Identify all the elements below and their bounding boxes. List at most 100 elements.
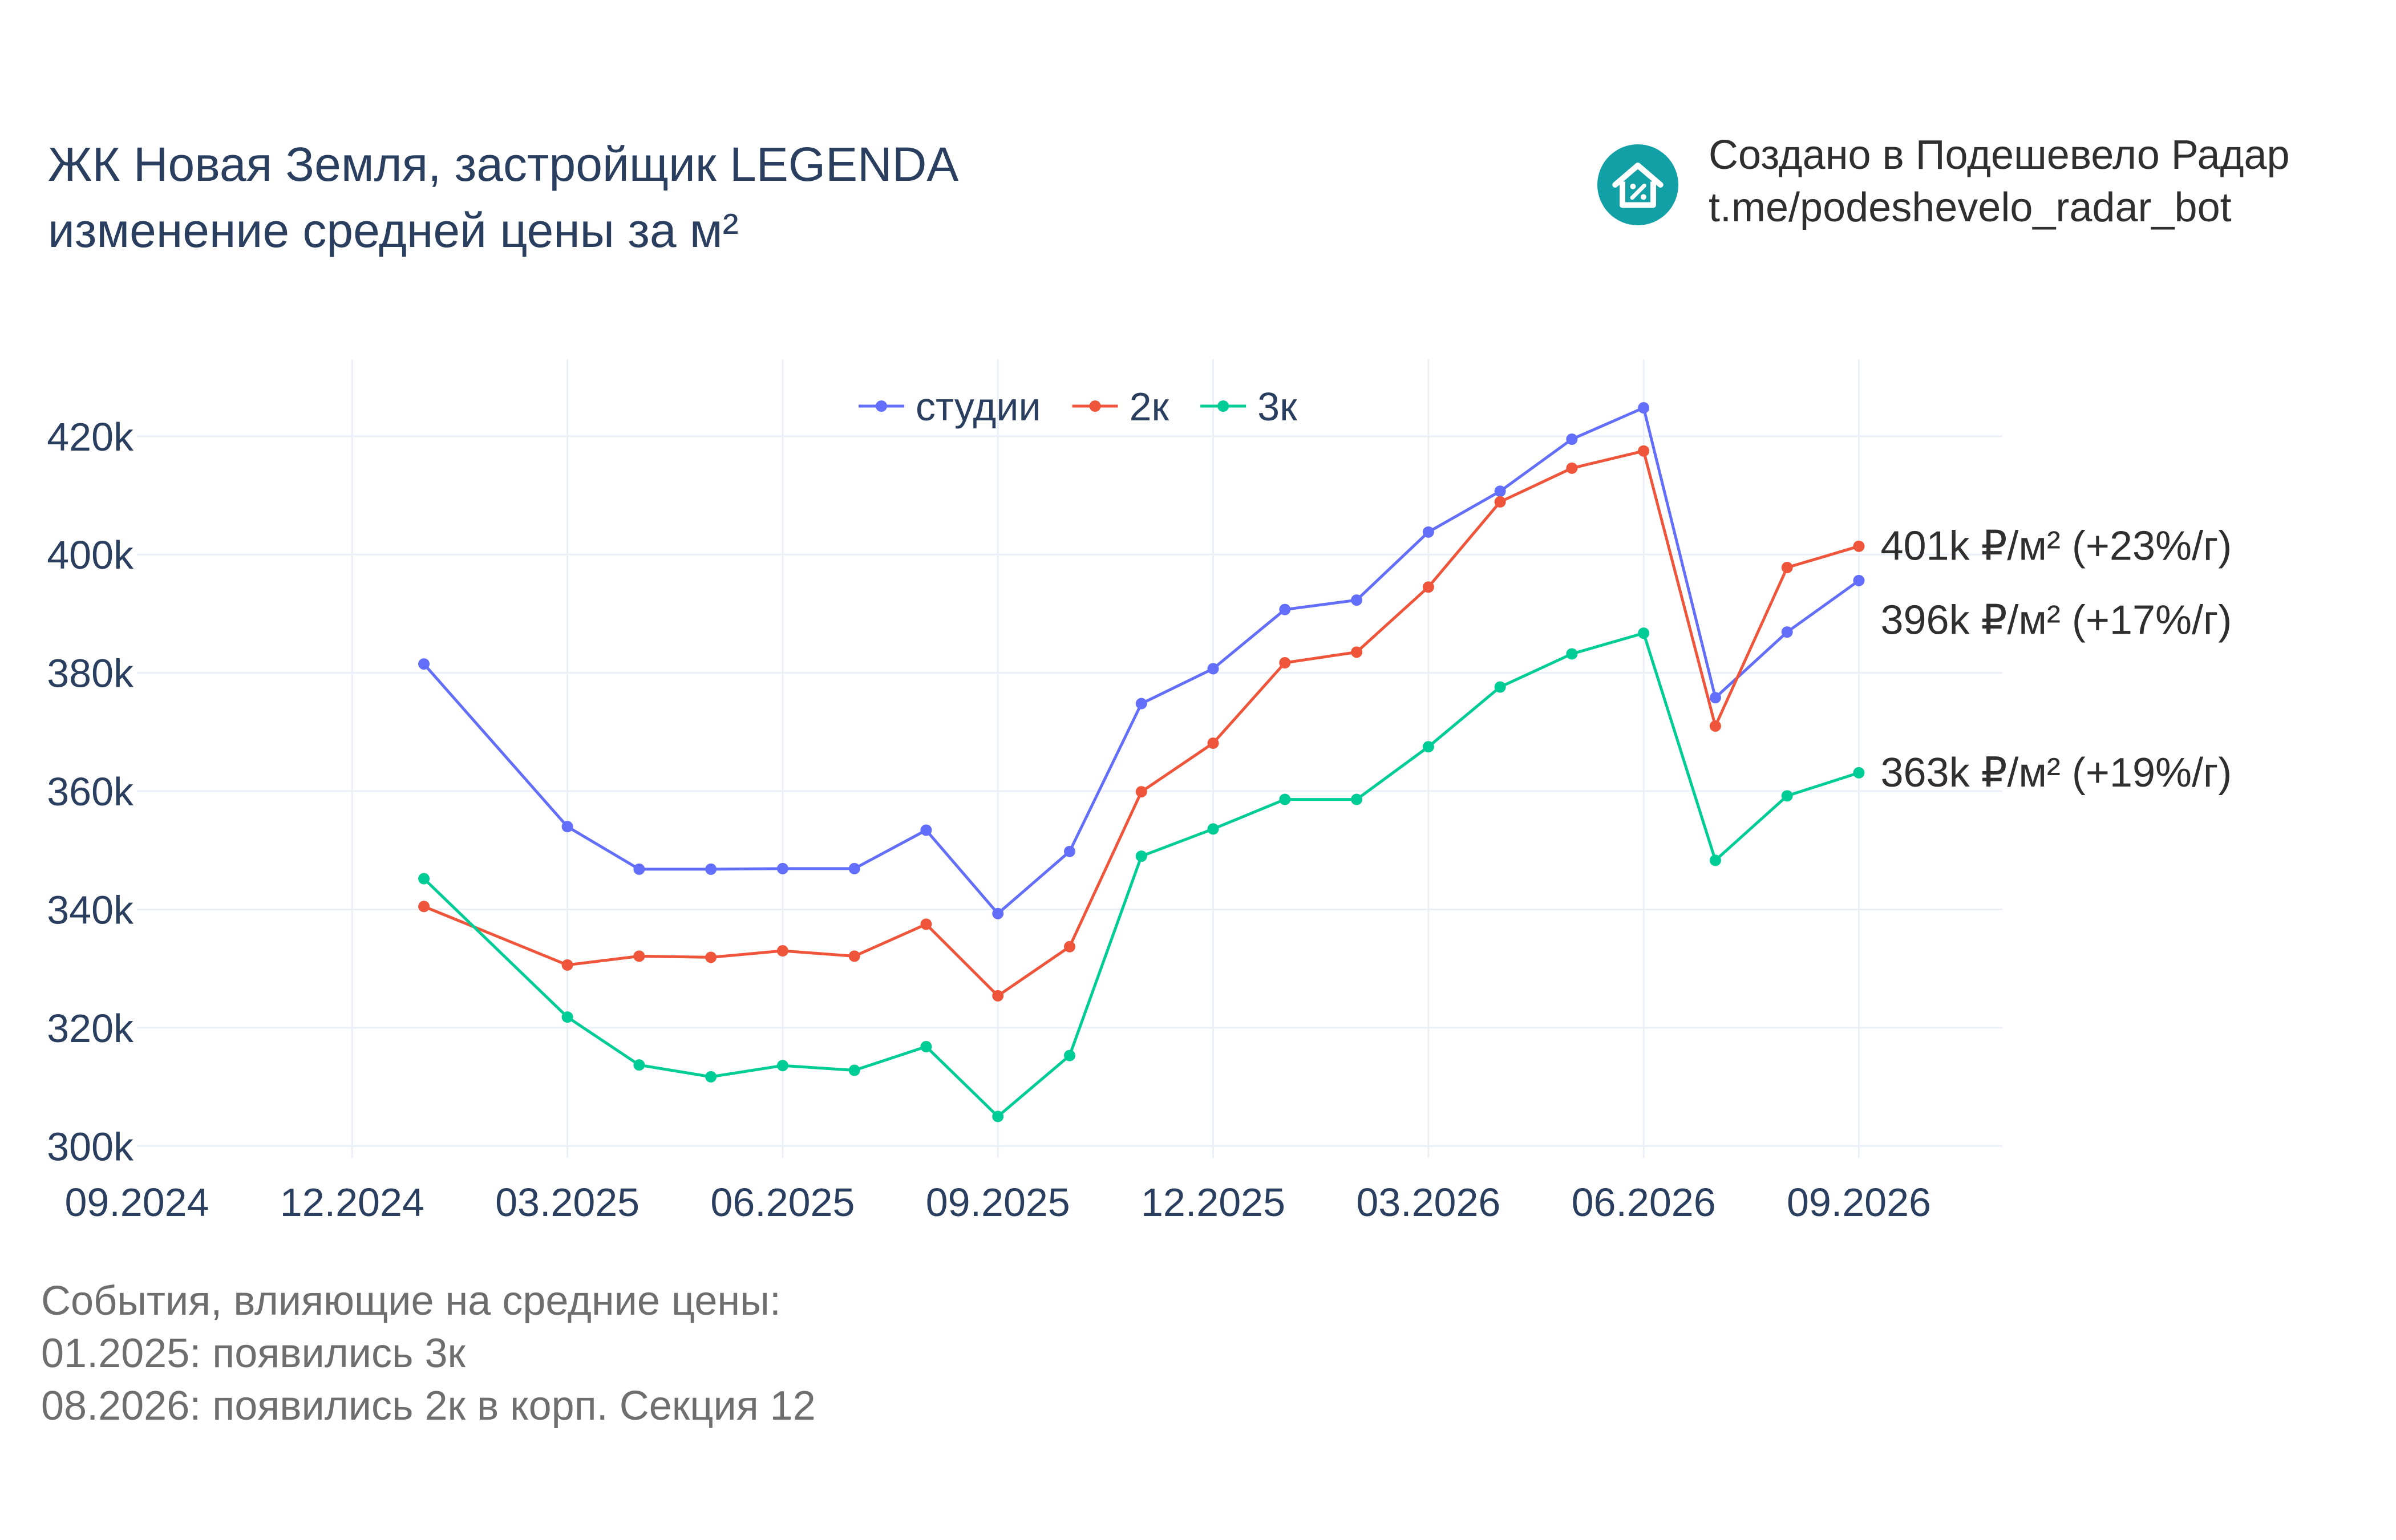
data-point	[1853, 767, 1865, 779]
data-point	[1422, 741, 1434, 753]
data-point	[1566, 462, 1578, 474]
data-point	[705, 863, 717, 875]
data-point	[1279, 793, 1291, 805]
data-point	[561, 821, 573, 833]
data-point	[1709, 720, 1721, 732]
data-point	[1638, 627, 1650, 639]
data-point	[1781, 790, 1793, 802]
end-labels: 396k ₽/м² (+17%/г) 401k ₽/м² (+23%/г) 363k…	[1880, 524, 2232, 796]
data-point	[1279, 657, 1291, 668]
data-point	[992, 1111, 1004, 1122]
data-point	[705, 1071, 717, 1083]
x-tick-label: 09.2024	[64, 1180, 209, 1225]
data-point	[418, 658, 430, 670]
data-point	[1207, 823, 1219, 835]
series-1	[418, 402, 1865, 919]
data-point	[705, 951, 717, 963]
data-point	[418, 901, 430, 913]
title-line-1: ЖК Новая Земля, застройщик LEGENDA	[48, 137, 959, 191]
series-line	[423, 449, 1860, 998]
data-point	[1566, 648, 1578, 660]
title-line-2: изменение средней цены за м²	[48, 204, 739, 257]
data-point	[848, 862, 860, 874]
data-point	[1207, 663, 1219, 675]
x-tick-label: 12.2025	[1141, 1180, 1285, 1225]
legend-marker	[1089, 400, 1101, 412]
data-point	[1351, 646, 1363, 658]
data-point	[1566, 433, 1578, 445]
series-layer	[418, 402, 1865, 1122]
chart-title: ЖК Новая Земля, застройщик LEGENDA измен…	[48, 131, 958, 264]
y-tick-label: 300k	[47, 1124, 134, 1169]
legend-label: 2к	[1130, 384, 1169, 429]
legend: студии 2к 3к	[859, 384, 1297, 429]
data-point	[1135, 786, 1147, 798]
data-point	[633, 1059, 645, 1071]
data-point	[1351, 594, 1363, 606]
data-point	[920, 1041, 932, 1053]
data-point	[1207, 737, 1219, 749]
legend-item: студии	[859, 384, 1041, 429]
legend-label: 3к	[1257, 384, 1297, 429]
data-point	[776, 945, 788, 957]
brand-link[interactable]: t.me/podeshevelo_radar_bot	[1709, 185, 2232, 230]
data-point	[1494, 496, 1506, 508]
x-tick-label: 06.2026	[1572, 1180, 1716, 1225]
x-tick-label: 03.2025	[495, 1180, 640, 1225]
y-tick-label: 400k	[47, 533, 134, 577]
x-tick-label: 09.2026	[1787, 1180, 1931, 1225]
y-tick-label: 340k	[47, 887, 134, 932]
data-point	[1853, 574, 1865, 586]
series-line	[423, 631, 1860, 1118]
y-tick-label: 320k	[47, 1006, 134, 1051]
data-point	[1494, 681, 1506, 693]
legend-label: студии	[916, 384, 1041, 429]
brand-credit: Создано в Подешевело Радар t.me/podeshev…	[1709, 129, 2290, 234]
series-end-label: 401k ₽/м² (+23%/г)	[1880, 524, 2232, 569]
data-point	[920, 918, 932, 930]
x-tick-label: 03.2026	[1356, 1180, 1500, 1225]
data-point	[633, 863, 645, 875]
data-point	[1781, 626, 1793, 638]
series-3	[418, 627, 1865, 1122]
y-tick-label: 420k	[47, 415, 134, 459]
house-percent-icon	[1597, 144, 1678, 225]
data-point	[776, 862, 788, 874]
data-point	[1853, 540, 1865, 552]
grid-lines	[137, 359, 2002, 1158]
series-end-label: 396k ₽/м² (+17%/г)	[1880, 598, 2232, 643]
data-point	[992, 990, 1004, 1002]
data-point	[1422, 526, 1434, 538]
data-point	[418, 873, 430, 885]
data-point	[1638, 402, 1650, 414]
data-point	[1064, 1049, 1075, 1061]
x-tick-label: 12.2024	[280, 1180, 424, 1225]
legend-marker	[876, 400, 887, 412]
legend-item: 3к	[1200, 384, 1297, 429]
data-point	[1135, 850, 1147, 862]
y-axis: 300k 320k 340k 360k 380k 400k 420k	[47, 415, 134, 1169]
data-point	[1709, 692, 1721, 704]
data-point	[848, 1064, 860, 1076]
data-point	[1135, 698, 1147, 710]
series-line	[423, 406, 1860, 915]
event-item: 01.2025: появились 3к	[41, 1331, 466, 1376]
y-tick-label: 360k	[47, 769, 134, 814]
series-end-label: 363k ₽/м² (+19%/г)	[1880, 750, 2232, 796]
y-tick-label: 380k	[47, 651, 134, 696]
x-axis: 09.2024 12.2024 03.2025 06.2025 09.2025 12.20…	[64, 1180, 1931, 1225]
data-point	[848, 950, 860, 962]
data-point	[1494, 485, 1506, 497]
data-point	[1351, 793, 1363, 805]
data-point	[561, 1011, 573, 1023]
events-heading: События, влияющие на средние цены:	[41, 1278, 781, 1324]
data-point	[920, 824, 932, 836]
event-item: 08.2026: появились 2к в корп. Секция 12	[41, 1383, 816, 1429]
data-point	[1422, 581, 1434, 593]
series-2	[418, 445, 1865, 1002]
legend-marker	[1217, 400, 1229, 412]
data-point	[633, 950, 645, 962]
legend-item: 2к	[1072, 384, 1169, 429]
brand-line-1: Создано в Подешевело Радар	[1709, 132, 2290, 178]
